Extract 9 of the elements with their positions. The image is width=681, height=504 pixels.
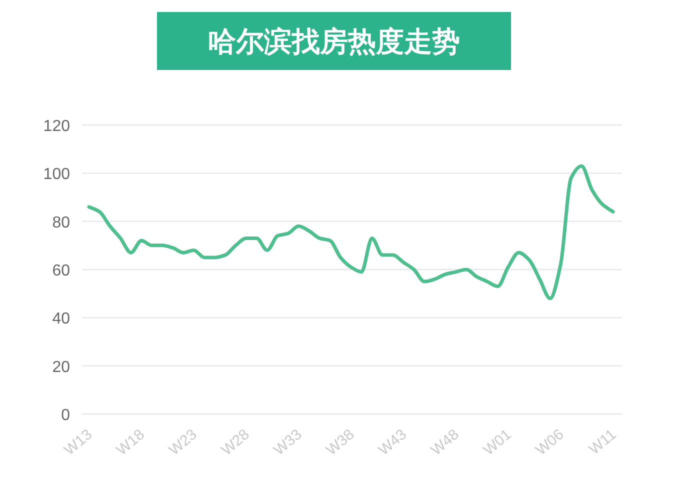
chart-title: 哈尔滨找房热度走势 — [208, 26, 460, 57]
y-tick-label: 20 — [52, 358, 70, 376]
line-series — [87, 164, 615, 300]
y-tick-label: 80 — [52, 214, 70, 232]
y-tick-label: 100 — [43, 166, 70, 184]
y-tick-label: 40 — [52, 310, 70, 328]
y-tick-label: 60 — [52, 262, 70, 280]
y-tick-label: 120 — [43, 118, 70, 135]
y-tick-label: 0 — [61, 407, 70, 424]
